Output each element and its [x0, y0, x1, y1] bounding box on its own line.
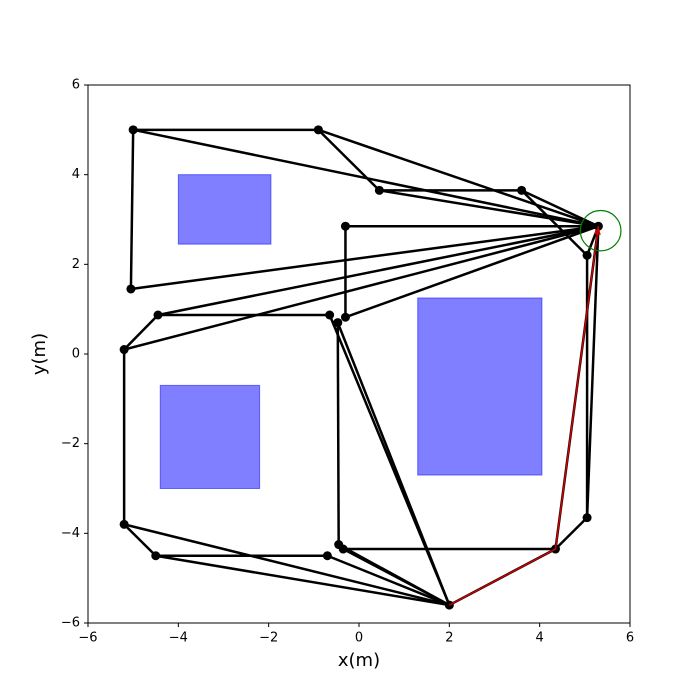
- edge: [157, 224, 599, 317]
- y-tick-label: −2: [61, 436, 80, 451]
- y-axis-label: y(m): [29, 333, 50, 375]
- edge: [520, 189, 588, 257]
- x-tick-label: −6: [78, 631, 97, 646]
- node: [582, 513, 592, 523]
- x-tick-label: 6: [626, 631, 634, 646]
- edge: [521, 189, 599, 228]
- edge: [554, 516, 588, 550]
- x-tick-label: 4: [536, 631, 544, 646]
- y-tick-label: −4: [61, 526, 80, 541]
- edge: [342, 547, 450, 607]
- node: [153, 310, 163, 320]
- edge: [129, 129, 135, 290]
- y-tick-label: 2: [72, 257, 80, 272]
- node: [322, 551, 332, 561]
- y-tick-label: 6: [72, 78, 80, 93]
- node: [151, 551, 161, 561]
- node: [338, 544, 348, 554]
- edge: [130, 224, 599, 291]
- y-tick-label: 4: [72, 167, 80, 182]
- edge: [336, 322, 451, 606]
- y-tick-label: −6: [61, 616, 80, 631]
- edge: [345, 225, 599, 319]
- x-tick-label: 2: [445, 631, 453, 646]
- node: [374, 185, 384, 195]
- obstacle: [417, 297, 543, 476]
- edge: [155, 554, 450, 607]
- x-tick-label: 0: [355, 631, 363, 646]
- x-axis-label: x(m): [338, 650, 380, 671]
- edge: [123, 523, 157, 557]
- node: [119, 345, 129, 355]
- edge: [336, 322, 340, 545]
- edge: [326, 554, 450, 607]
- obstacle: [177, 174, 272, 245]
- plot-area: [87, 84, 631, 624]
- y-tick-label: 0: [72, 347, 80, 362]
- edge: [379, 189, 599, 228]
- edge: [123, 523, 450, 607]
- node: [333, 318, 343, 328]
- node: [325, 310, 335, 320]
- edge: [123, 225, 599, 351]
- node: [582, 250, 592, 260]
- edge: [585, 226, 600, 518]
- goal: [579, 209, 622, 252]
- x-tick-label: −4: [169, 631, 188, 646]
- node: [517, 185, 527, 195]
- x-tick-label: −2: [259, 631, 278, 646]
- node: [340, 221, 350, 231]
- edge: [123, 314, 159, 351]
- node: [119, 519, 129, 529]
- node: [126, 284, 136, 294]
- edge: [317, 128, 599, 228]
- path: [448, 226, 600, 606]
- node: [313, 125, 323, 135]
- node: [340, 312, 350, 322]
- obstacle: [159, 384, 261, 489]
- path-arrowhead: [593, 226, 601, 235]
- node: [128, 125, 138, 135]
- edge: [317, 128, 381, 192]
